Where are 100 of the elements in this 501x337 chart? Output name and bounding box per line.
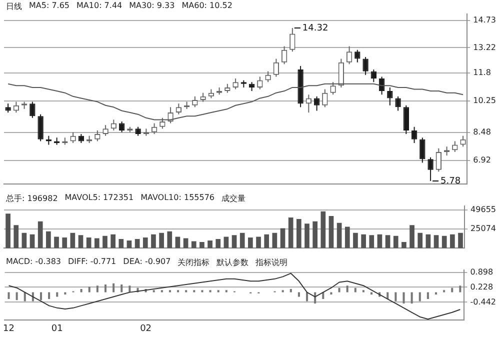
bar — [232, 235, 237, 248]
bar — [385, 235, 390, 248]
bar — [288, 218, 294, 248]
x-tick-label: 12 — [3, 324, 14, 334]
candlestick — [265, 70, 271, 83]
candlestick — [102, 124, 108, 136]
bar — [38, 221, 43, 248]
candlestick — [322, 88, 328, 108]
annotation: 5.78 — [440, 176, 461, 186]
bar — [96, 286, 98, 292]
bar — [320, 211, 326, 248]
y-tick-label: 49655 — [470, 205, 496, 214]
bar — [306, 292, 308, 302]
bar — [8, 292, 10, 300]
y-tick-label: 0.228 — [470, 282, 494, 292]
bar — [120, 284, 123, 292]
bar — [256, 236, 261, 248]
y-tick-label: 25074 — [470, 224, 496, 234]
bar — [200, 242, 204, 248]
bar — [62, 237, 68, 248]
bar — [159, 232, 164, 248]
bar — [80, 288, 82, 292]
candlestick — [160, 117, 166, 130]
bar — [183, 238, 188, 248]
text: MA10: 7.44 — [76, 1, 122, 12]
candlestick — [118, 120, 125, 133]
bar — [126, 240, 132, 248]
candlestick — [290, 27, 296, 52]
text: MAVOL10: 155576 — [140, 193, 215, 204]
candlestick — [273, 58, 280, 78]
text: DEA: -0.907 — [123, 257, 171, 268]
text: DIFF: -0.771 — [68, 257, 116, 268]
bar — [418, 232, 423, 248]
bar — [393, 236, 398, 248]
bar — [88, 286, 90, 292]
bar — [369, 235, 374, 248]
bar — [304, 224, 310, 248]
bar — [56, 292, 58, 297]
text: MA60: 10.52 — [182, 1, 232, 12]
candlestick — [354, 49, 360, 63]
candlestick — [70, 132, 76, 144]
bar — [264, 234, 270, 248]
candlestick — [411, 126, 418, 144]
bar — [296, 219, 302, 248]
bar — [248, 237, 253, 248]
candlestick — [257, 76, 263, 90]
bar — [459, 286, 462, 292]
bar — [175, 236, 180, 248]
bar — [104, 284, 106, 292]
candlestick — [176, 103, 182, 115]
x-tick-label: 02 — [140, 324, 152, 334]
text: 默认参数 — [216, 257, 249, 268]
bar — [46, 231, 51, 248]
candlestick — [94, 130, 100, 142]
text: 成交量 — [222, 193, 246, 204]
bar — [290, 288, 292, 292]
bar — [377, 234, 382, 248]
y-tick-label: 13.22 — [473, 42, 496, 52]
bar — [434, 235, 439, 248]
bar — [328, 216, 334, 248]
bar — [353, 232, 358, 248]
bar — [112, 283, 115, 292]
candlestick — [330, 82, 336, 96]
candlestick — [452, 140, 458, 152]
candlestick — [436, 148, 442, 172]
bar — [22, 232, 27, 248]
text: MA5: 7.65 — [29, 1, 70, 12]
bar — [240, 232, 245, 248]
bar — [402, 242, 406, 248]
text: MACD: -0.383 — [6, 257, 62, 268]
text: MAVOL5: 172351 — [64, 193, 134, 204]
bar — [78, 235, 84, 248]
bar — [167, 231, 172, 248]
candlestick — [370, 69, 377, 83]
bar — [410, 225, 414, 248]
candlestick — [362, 56, 368, 76]
bar — [86, 237, 92, 248]
y-tick-label: 10.25 — [473, 96, 496, 105]
bar — [6, 214, 10, 248]
bar — [346, 286, 348, 292]
bar — [94, 238, 100, 248]
candlestick — [306, 94, 312, 114]
candlestick — [403, 104, 410, 135]
bar — [40, 292, 42, 300]
y-tick-label: -0.442 — [470, 297, 496, 306]
bar — [410, 292, 413, 304]
annotation: 14.32 — [302, 23, 328, 34]
bar — [418, 292, 421, 302]
bar — [402, 292, 405, 304]
bar — [458, 232, 463, 248]
bar — [394, 292, 397, 302]
bar — [110, 234, 116, 248]
y-tick-label: 6.92 — [473, 156, 491, 165]
candlestick — [192, 96, 198, 108]
bar — [216, 238, 221, 248]
candlestick — [232, 78, 238, 90]
candlestick — [38, 114, 44, 142]
bar — [298, 292, 300, 297]
text: MA30: 9.33 — [129, 1, 175, 12]
bar — [312, 221, 318, 248]
